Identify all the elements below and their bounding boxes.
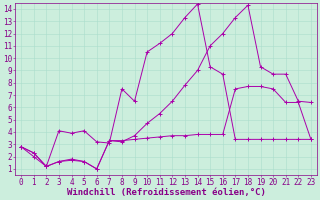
X-axis label: Windchill (Refroidissement éolien,°C): Windchill (Refroidissement éolien,°C) — [67, 188, 266, 197]
